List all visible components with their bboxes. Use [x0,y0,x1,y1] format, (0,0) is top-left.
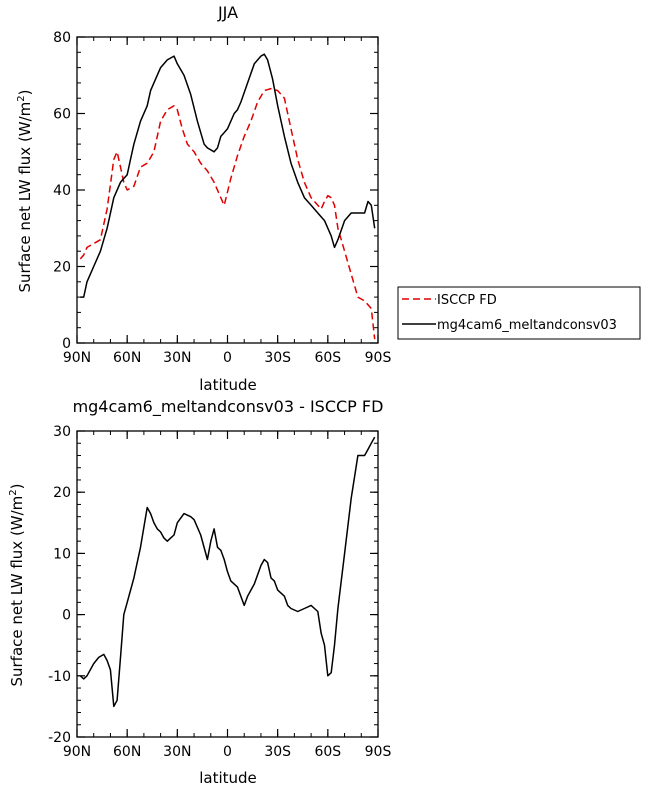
top-y-axis-title: Surface net LW flux (W/m2) [16,89,34,292]
x-tick-label: 90S [365,744,392,760]
y-tick-label: 30 [53,424,71,440]
x-tick-label: 30N [163,744,191,760]
legend-label-model: mg4cam6_meltandconsv03 [437,318,617,333]
x-tick-label: 60S [314,744,341,760]
x-tick-label: 90N [63,350,91,366]
x-tick-label: 90N [63,744,91,760]
series-line-difference [79,436,376,708]
series-line-isccp-fd [79,87,376,340]
x-tick-label: 0 [223,350,232,366]
x-tick-label: 30S [264,744,291,760]
top-x-axis-title: latitude [199,376,257,394]
y-tick-label: 20 [53,485,71,501]
y-tick-label: -20 [48,730,71,746]
top-chart-title: JJA [217,3,238,22]
x-tick-label: 30N [163,350,191,366]
y-tick-label: 40 [53,183,71,199]
bottom-plot-area: 90N 60N 30N 0 30S 60S 90S -20 -10 0 10 20 30 [48,424,391,760]
plot-frame [76,430,379,738]
x-tick-label: 60N [113,350,141,366]
legend: ISCCP FD mg4cam6_meltandconsv03 [397,286,641,340]
y-tick-label: 0 [62,336,71,352]
y-tick-label: 20 [53,260,71,276]
y-tick-label: 80 [53,30,71,46]
bottom-y-axis-title: Surface net LW flux (W/m2) [8,483,26,686]
bottom-chart-title: mg4cam6_meltandconsv03 - ISCCP FD [73,397,384,417]
legend-box [397,286,641,340]
bottom-chart-panel: mg4cam6_meltandconsv03 - ISCCP FD 90N 60N… [8,397,391,787]
top-chart-panel: JJA 90N 60N 30N 0 30S 60S 90S 0 20 40 60 80 latitud… [16,3,641,394]
x-tick-label: 30S [264,350,291,366]
x-tick-label: 90S [365,350,392,366]
x-tick-label: 60S [314,350,341,366]
y-tick-label: 60 [53,107,71,123]
x-tick-label: 60N [113,744,141,760]
top-plot-area: 90N 60N 30N 0 30S 60S 90S 0 20 40 60 80 [53,30,391,366]
legend-label-isccp: ISCCP FD [437,293,497,308]
y-tick-label: 10 [53,546,71,562]
y-tick-label: -10 [48,669,71,685]
y-tick-label: 0 [62,608,71,624]
x-tick-label: 0 [223,744,232,760]
bottom-x-axis-title: latitude [199,769,257,787]
series-line-mg4cam6-meltandconsv03 [80,53,376,298]
